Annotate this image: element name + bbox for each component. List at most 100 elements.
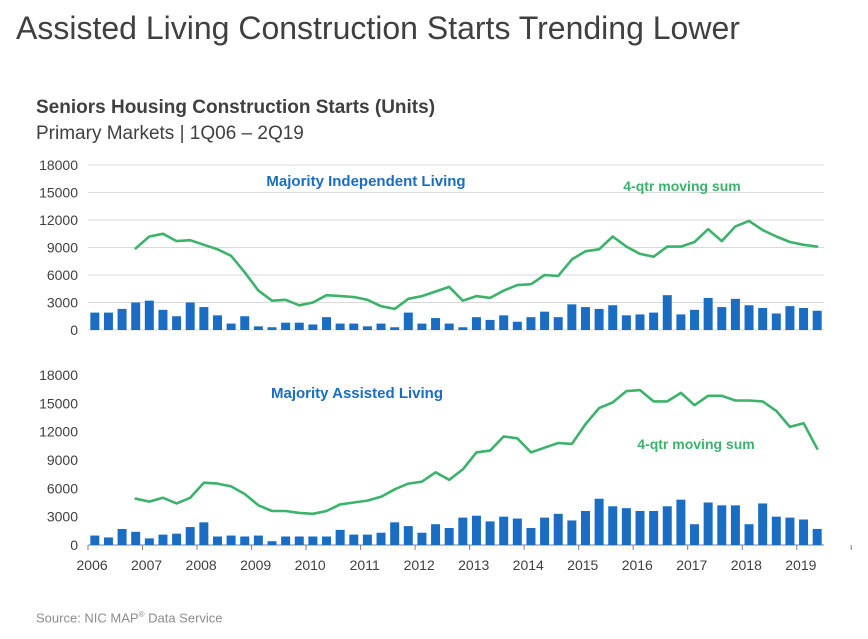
bar-q30 (485, 319, 495, 330)
y-tick-label: 6000 (47, 267, 78, 283)
bar-q42 (649, 511, 659, 545)
bar-q18 (322, 536, 332, 545)
bar-q26 (431, 318, 441, 330)
bar-q10 (212, 536, 222, 545)
bar-q1 (90, 535, 100, 545)
x-tick-label: 2007 (131, 557, 162, 573)
bar-q21 (362, 326, 372, 330)
bar-q30 (485, 521, 495, 545)
bar-q37 (580, 511, 590, 545)
bar-q5 (144, 300, 154, 330)
bar-q9 (199, 307, 209, 330)
x-tick-label: 2013 (458, 557, 489, 573)
bar-q38 (594, 308, 604, 330)
y-tick-label: 15000 (39, 395, 78, 411)
bar-q10 (212, 315, 222, 330)
bar-q8 (185, 527, 195, 545)
bar-q52 (785, 517, 795, 545)
bar-q12 (240, 316, 250, 330)
chart-title: Seniors Housing Construction Starts (Uni… (36, 97, 436, 118)
bar-q5 (144, 538, 154, 545)
bar-q13 (253, 535, 263, 545)
bar-q28 (458, 517, 468, 545)
bar-q44 (676, 499, 686, 545)
y-tick-label: 15000 (39, 185, 78, 201)
x-tick-label: 2018 (731, 557, 762, 573)
x-tick-label: 2014 (513, 557, 544, 573)
y-tick-label: 3000 (47, 509, 78, 525)
y-tick-label: 12000 (39, 212, 78, 228)
source-suffix: Data Service (144, 610, 223, 626)
bar-q16 (294, 322, 304, 330)
bar-q43 (662, 506, 672, 545)
x-axis: 2006 2007 2008 2009 2010 2011 2012 2013 2014 2015… (77, 545, 852, 573)
x-tick-label: 2012 (404, 557, 435, 573)
bar-q24 (403, 526, 413, 545)
x-tick-label: 2006 (77, 557, 108, 573)
bar-q7 (172, 316, 182, 330)
panel-title: Majority Assisted Living (271, 385, 443, 402)
y-tick-label: 18000 (39, 367, 78, 383)
bar-q29 (471, 317, 481, 330)
bar-q16 (294, 536, 304, 545)
bar-q20 (349, 323, 359, 330)
y-tick-label: 12000 (39, 424, 78, 440)
y-tick-label: 6000 (47, 480, 78, 496)
bar-q39 (608, 506, 618, 545)
bar-q3 (117, 528, 127, 545)
page-title: Assisted Living Construction Starts Tren… (16, 10, 740, 46)
y-tick-label: 3000 (47, 295, 78, 311)
bar-q36 (567, 304, 577, 330)
bar-q50 (758, 308, 768, 330)
moving-sum-label: 4-qtr moving sum (623, 178, 740, 194)
bar-q11 (226, 535, 236, 545)
bar-q45 (690, 309, 700, 330)
bar-q8 (185, 302, 195, 330)
bar-q15 (281, 536, 291, 545)
moving-sum-line (134, 388, 819, 516)
bar-q11 (226, 323, 236, 330)
bar-q7 (172, 533, 182, 545)
bar-q1 (90, 312, 100, 330)
bar-q31 (499, 315, 509, 330)
bar-q32 (512, 518, 522, 545)
bar-q17 (308, 536, 318, 545)
moving-sum-label: 4-qtr moving sum (637, 436, 754, 452)
bar-q52 (785, 306, 795, 330)
bar-q35 (553, 317, 563, 330)
bar-q20 (349, 534, 359, 545)
x-tick-label: 2015 (567, 557, 598, 573)
y-tick-label: 9000 (47, 452, 78, 468)
y-tick-label: 18000 (39, 157, 78, 173)
bar-q49 (744, 524, 754, 545)
bar-q21 (362, 534, 372, 545)
chart-subtitle: Primary Markets | 1Q06 – 2Q19 (36, 123, 304, 144)
x-tick-label: 2011 (350, 557, 380, 573)
chart-panel-1: 0 3000 6000 9000 12000 15000 18000 Majority Ind… (39, 157, 824, 338)
bar-q25 (417, 532, 427, 545)
bar-q19 (335, 529, 345, 545)
bar-q23 (390, 327, 400, 330)
bar-q22 (376, 532, 386, 545)
bar-q14 (267, 327, 277, 330)
bar-q47 (717, 307, 727, 330)
bar-q2 (103, 537, 113, 545)
bar-q39 (608, 305, 618, 330)
x-tick-label: 2017 (676, 557, 707, 573)
bar-q53 (799, 308, 809, 330)
bar-q12 (240, 536, 250, 545)
bar-q40 (621, 508, 631, 545)
bar-q3 (117, 308, 127, 330)
bar-q28 (458, 327, 468, 330)
bar-q14 (267, 541, 277, 545)
bar-q19 (335, 323, 345, 330)
chart-panel-2: 0 3000 6000 9000 12000 15000 18000 Majority Ass… (39, 367, 824, 553)
bar-q38 (594, 498, 604, 545)
bar-q46 (703, 297, 713, 330)
bar-q51 (771, 516, 781, 545)
bar-q6 (158, 309, 168, 330)
bar-q4 (131, 531, 141, 545)
registered-mark: ® (138, 610, 145, 619)
bar-q13 (253, 326, 263, 330)
bar-q18 (322, 317, 332, 330)
